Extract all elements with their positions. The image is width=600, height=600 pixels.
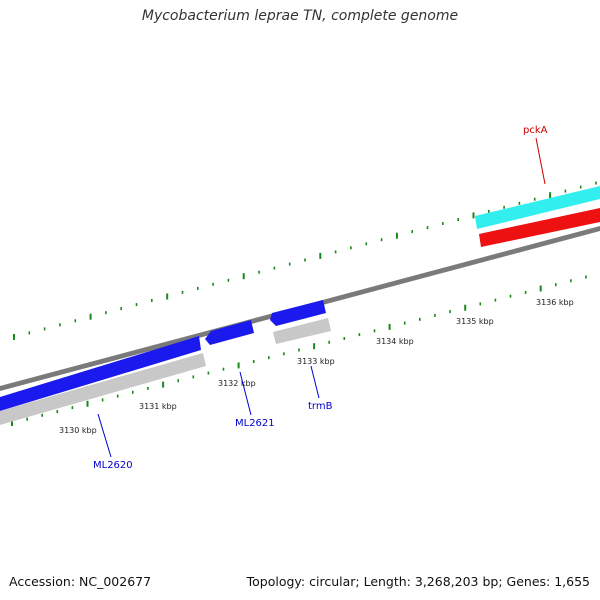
reverse-track-1	[0, 353, 206, 425]
forward-tick-row	[13, 181, 597, 340]
tick-label-3135: 3135 kbp	[456, 317, 494, 326]
tick-label-3133: 3133 kbp	[297, 357, 335, 366]
genome-title: Mycobacterium leprae TN, complete genome	[141, 8, 459, 24]
gene-trmB-feature[interactable]	[270, 300, 326, 326]
tick-label-3136: 3136 kbp	[536, 298, 574, 307]
gene-label-ML2621[interactable]: ML2621	[235, 418, 275, 429]
pckA-leader-line	[535, 137, 546, 185]
ML2621-leader-line	[239, 371, 252, 416]
gene-label-trmB[interactable]: trmB	[308, 401, 333, 412]
accession-text: Accession: NC_002677	[9, 574, 152, 589]
gene-ML2620-feature[interactable]	[0, 336, 201, 411]
tick-label-3132: 3132 kbp	[218, 379, 256, 388]
tick-label-3134: 3134 kbp	[376, 337, 414, 346]
gene-ML2621-feature[interactable]	[205, 320, 254, 345]
tick-label-3130: 3130 kbp	[59, 426, 97, 435]
gene-label-pckA[interactable]: pckA	[523, 125, 548, 136]
reverse-tick-row	[11, 275, 587, 426]
cds-pckA-feature[interactable]	[479, 208, 600, 247]
gene-label-ML2620[interactable]: ML2620	[93, 460, 133, 471]
reverse-track-2	[273, 318, 331, 344]
tick-label-3131: 3131 kbp	[139, 402, 177, 411]
genome-summary-text: Topology: circular; Length: 3,268,203 bp…	[246, 574, 590, 589]
trmB-leader-line	[310, 365, 320, 399]
ML2620-leader-line	[97, 413, 112, 458]
gene-pckA-feature[interactable]	[475, 186, 600, 229]
